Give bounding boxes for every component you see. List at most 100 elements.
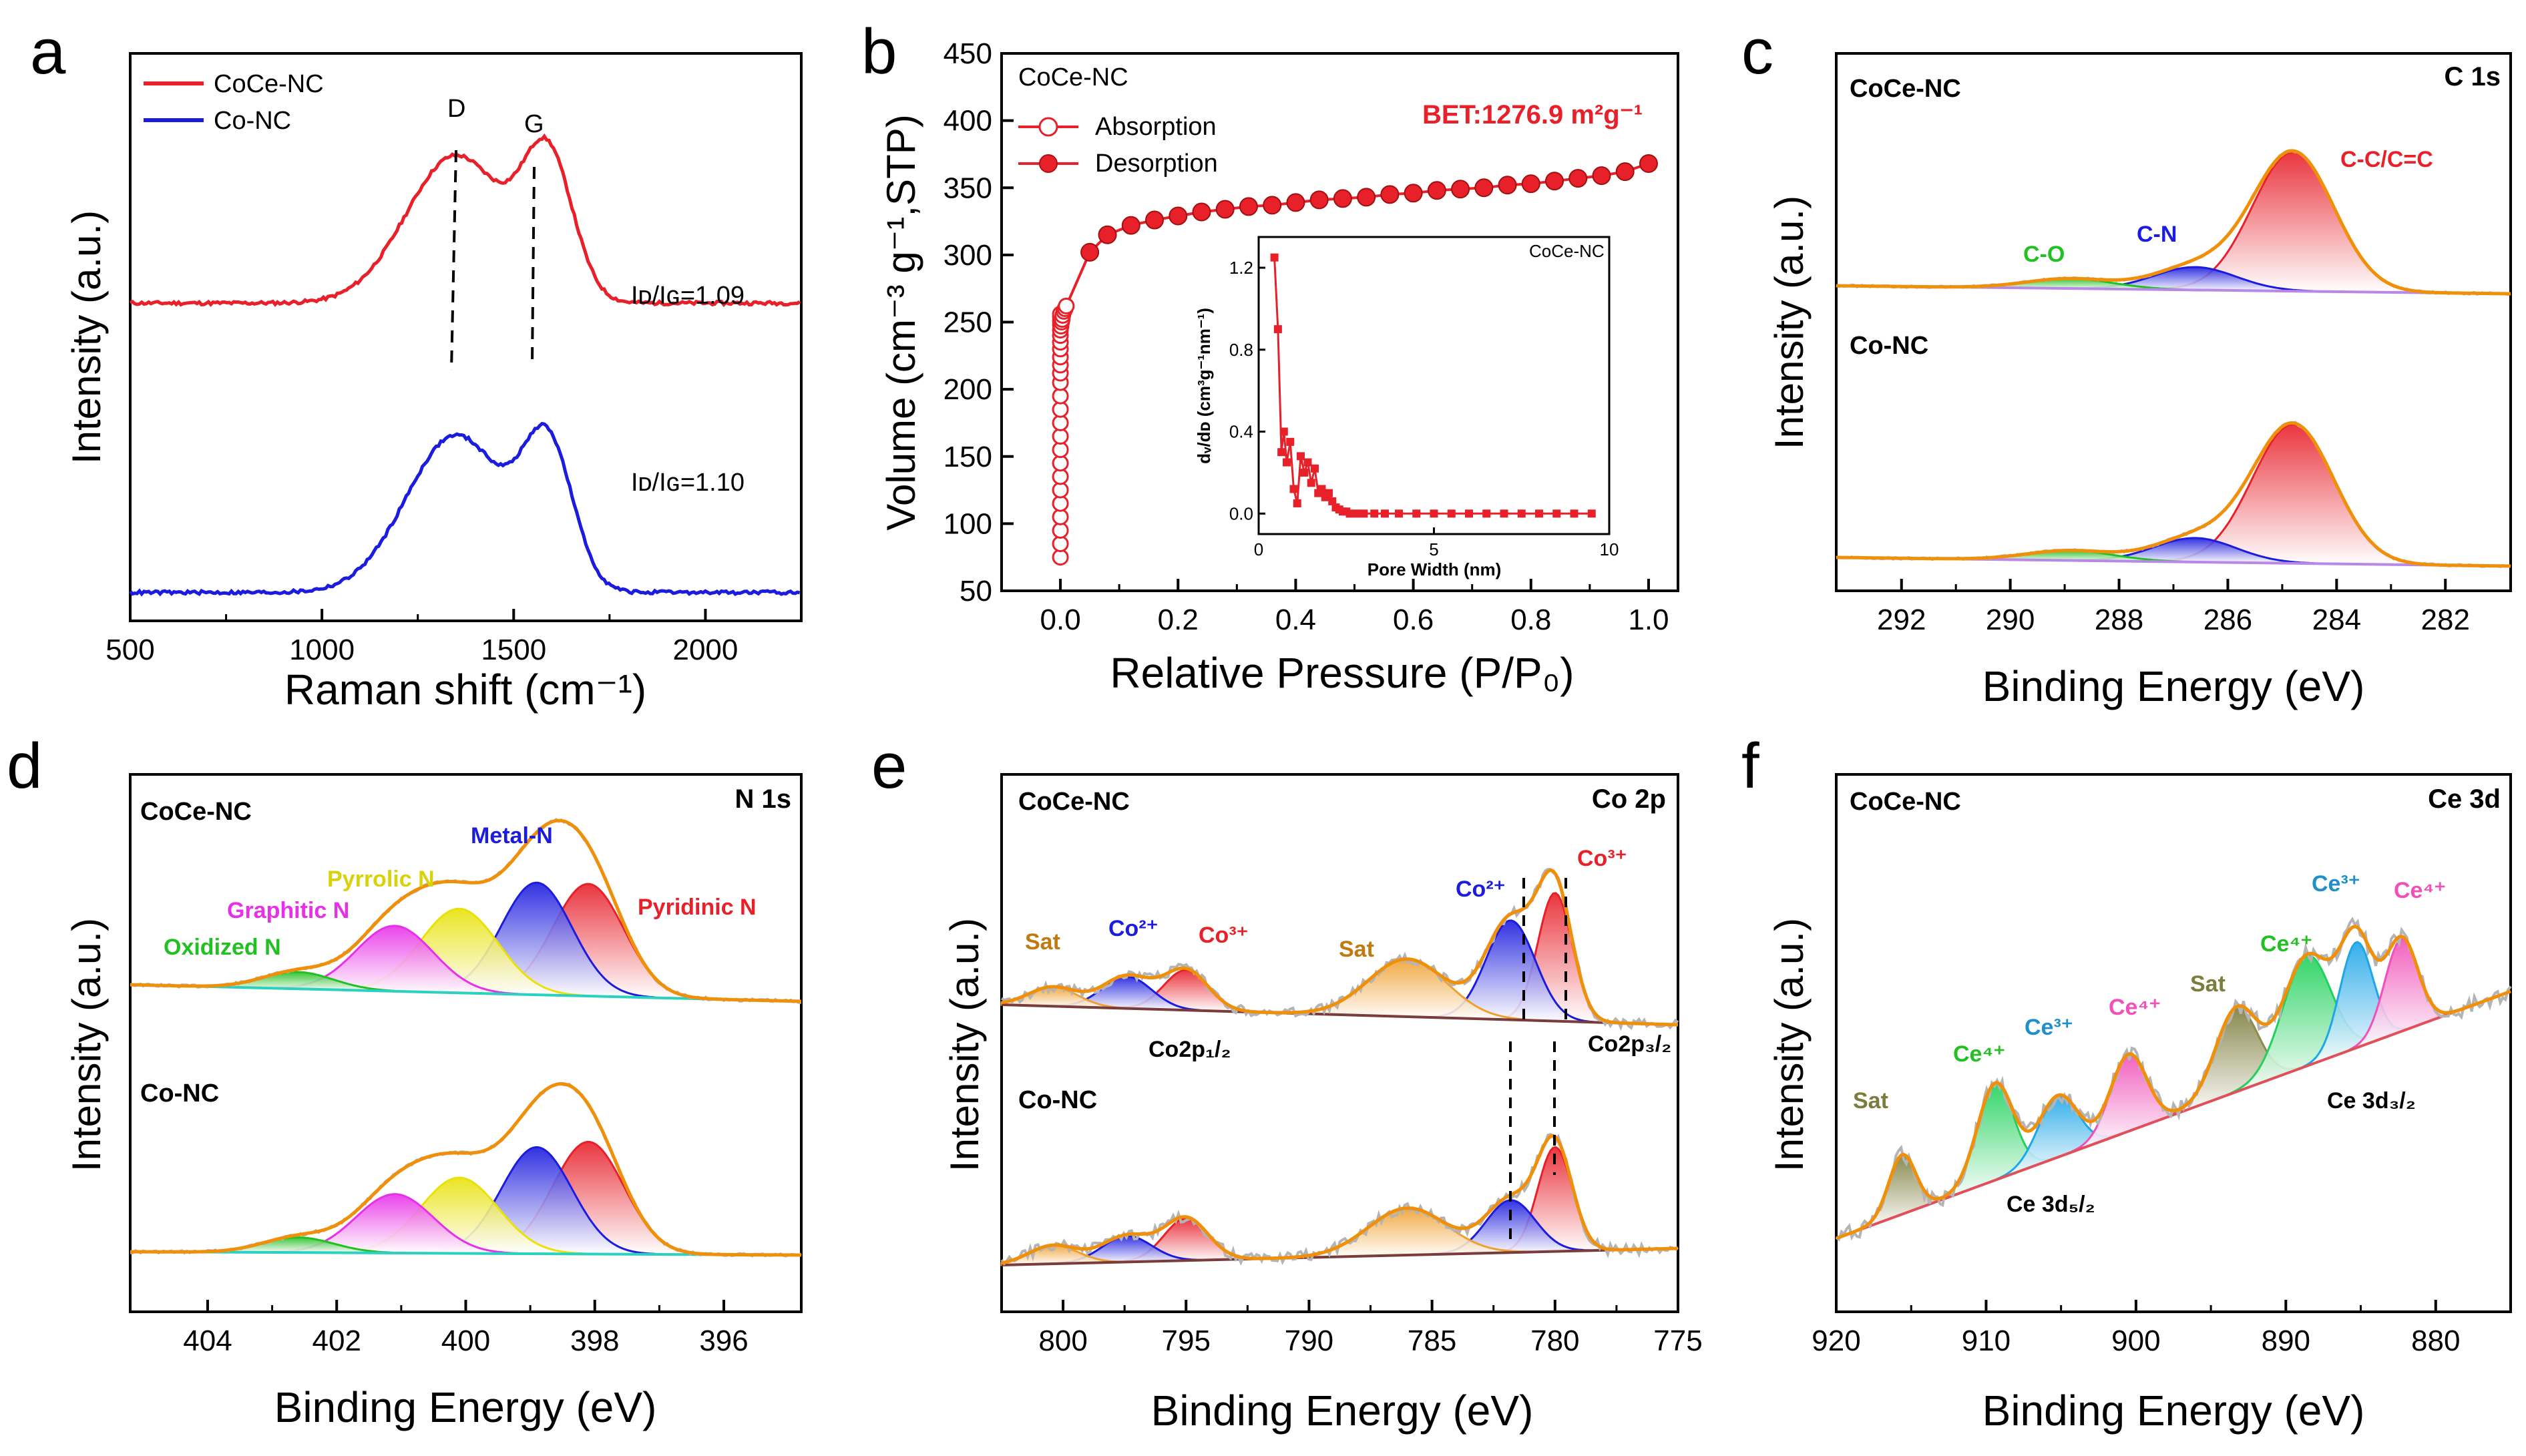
panel-label-a: a xyxy=(30,16,66,87)
spectrum-co-nc xyxy=(1000,1133,1679,1266)
desorption-point xyxy=(1451,180,1470,199)
inset-point xyxy=(1447,509,1456,518)
id-ig-ratio-coce-nc: Iᴅ/Iɢ=1.09 xyxy=(631,282,745,310)
peak-label-sat-2: Sat xyxy=(1339,937,1374,962)
component-peak xyxy=(2071,1053,2185,1154)
x-tick-label: 785 xyxy=(1408,1324,1456,1357)
y-tick-label: 150 xyxy=(943,441,992,473)
plot-frame xyxy=(1835,773,2512,1313)
x-tick-label: 0.4 xyxy=(1275,603,1316,636)
inset-point xyxy=(1297,452,1305,461)
x-tick-label: 402 xyxy=(312,1324,361,1357)
inset-point xyxy=(1353,509,1361,518)
spectrum-coce-nc xyxy=(1835,917,2512,1242)
inset-point xyxy=(1279,427,1288,436)
x-tick-label: 1000 xyxy=(289,634,355,666)
spectrum-co-nc xyxy=(1836,421,2511,569)
legend-label-absorption: Absorption xyxy=(1095,113,1217,141)
inset-point xyxy=(1517,509,1526,518)
peak-label-ce4-2: Ce⁴⁺ xyxy=(2109,995,2161,1020)
pore-distribution-inset: 0 5 10 0.0 0.4 0.8 1.2 CoCe-NC Pore Width (nm)… xyxy=(1194,236,1619,579)
legend-marker-desorption xyxy=(1039,154,1058,173)
spectrum-coce-nc xyxy=(130,818,802,1004)
inset-point xyxy=(1345,509,1354,518)
y-axis-label: Intensity (a.u.) xyxy=(64,210,109,464)
x-tick-label: 800 xyxy=(1038,1324,1087,1357)
y-tick-label: 450 xyxy=(943,37,992,70)
legend-marker-absorption xyxy=(1038,117,1058,137)
y-axis-label: Volume (cm⁻³ g⁻¹,STP) xyxy=(879,114,923,530)
inset-frame xyxy=(1257,236,1611,535)
x-tick-label: 404 xyxy=(183,1324,232,1357)
region-label-2p12: Co2p₁/₂ xyxy=(1148,1037,1231,1062)
x-tick-label: 910 xyxy=(1962,1324,2011,1357)
y-tick-label: 400 xyxy=(943,105,992,138)
x-axis-label: Binding Energy (eV) xyxy=(274,1383,657,1431)
sample-label-coce-nc: CoCe-NC xyxy=(1850,75,1961,103)
desorption-point xyxy=(1357,188,1376,207)
y-tick-label: 350 xyxy=(943,172,992,204)
baseline xyxy=(1001,1247,1679,1266)
inset-x-tick-label: 0 xyxy=(1254,539,1263,559)
inset-point xyxy=(1552,509,1561,518)
id-ig-ratio-co-nc: Iᴅ/Iɢ=1.10 xyxy=(631,469,745,497)
isotherm-points xyxy=(1052,154,1658,566)
peak-label-pyrrolic: Pyrrolic N xyxy=(327,867,435,892)
peak-label-pyridinic: Pyridinic N xyxy=(638,895,757,920)
plot-frame xyxy=(1835,52,2512,592)
inset-point xyxy=(1359,509,1368,518)
desorption-point xyxy=(1239,197,1258,216)
x-tick-label: 880 xyxy=(2411,1324,2460,1357)
region-label-2p32: Co2p₃/₂ xyxy=(1588,1031,1671,1057)
x-tick-label: 780 xyxy=(1530,1324,1579,1357)
peak-label-oxidized: Oxidized N xyxy=(164,935,281,960)
sample-label-co-nc: Co-NC xyxy=(1018,1086,1097,1114)
inset-x-tick-label: 10 xyxy=(1600,539,1619,559)
inset-point xyxy=(1325,489,1333,497)
x-tick-label: 920 xyxy=(1812,1324,1860,1357)
desorption-point xyxy=(1169,206,1188,226)
desorption-point xyxy=(1404,184,1423,203)
sample-label-coce-nc: CoCe-NC xyxy=(1850,788,1961,816)
region-title: Ce 3d xyxy=(2428,784,2501,814)
spectrum-co-nc xyxy=(130,1081,802,1258)
inset-point xyxy=(1482,509,1491,518)
spectrum-coce-nc xyxy=(1836,149,2511,296)
x-tick-label: 292 xyxy=(1877,603,1926,636)
desorption-point xyxy=(1263,196,1282,215)
legend-label-desorption: Desorption xyxy=(1095,150,1218,178)
inset-point xyxy=(1303,458,1312,467)
inset-point xyxy=(1293,499,1301,507)
fit-envelope xyxy=(130,1081,801,1257)
x-axis-label: Relative Pressure (P/P₀) xyxy=(1110,649,1574,697)
x-axis-label: Binding Energy (eV) xyxy=(1151,1387,1534,1435)
x-tick-label: 775 xyxy=(1653,1324,1702,1357)
panel-b: 0.0 0.2 0.4 0.6 0.8 1.0 501001502002503003504… xyxy=(879,37,1679,697)
inset-axes: 0 5 10 0.0 0.4 0.8 1.2 xyxy=(1229,258,1619,559)
inset-point xyxy=(1500,509,1508,518)
panel-label-f: f xyxy=(1741,730,1759,802)
inset-y-tick-label: 0.8 xyxy=(1229,340,1253,360)
inset-point xyxy=(1381,509,1389,518)
peak-label-metal-n: Metal-N xyxy=(471,823,553,848)
inset-point xyxy=(1273,325,1282,334)
baseline xyxy=(1001,1003,1679,1026)
baseline xyxy=(1836,990,2511,1240)
inset-point xyxy=(1570,509,1578,518)
sample-label-co-nc: Co-NC xyxy=(1850,332,1928,360)
absorption-point xyxy=(1058,297,1075,314)
desorption-point xyxy=(1427,181,1446,200)
region-label-3d52: Ce 3d₅/₂ xyxy=(2007,1192,2095,1217)
x-tick-label: 290 xyxy=(1986,603,2035,636)
y-axis-label: Intensity (a.u.) xyxy=(1767,196,1812,449)
y-axis-label: Intensity (a.u.) xyxy=(942,918,987,1172)
desorption-point xyxy=(1145,210,1165,230)
inset-point xyxy=(1311,464,1319,473)
x-tick-label: 284 xyxy=(2312,603,2361,636)
plot-frame xyxy=(1000,773,1679,1313)
desorption-point xyxy=(1521,174,1540,194)
sample-label-coce-nc: CoCe-NC xyxy=(1018,788,1130,816)
g-band-label: G xyxy=(524,110,544,138)
inset-y-label: dᵥ/dᴅ (cm³g⁻¹nm⁻¹) xyxy=(1194,308,1214,464)
